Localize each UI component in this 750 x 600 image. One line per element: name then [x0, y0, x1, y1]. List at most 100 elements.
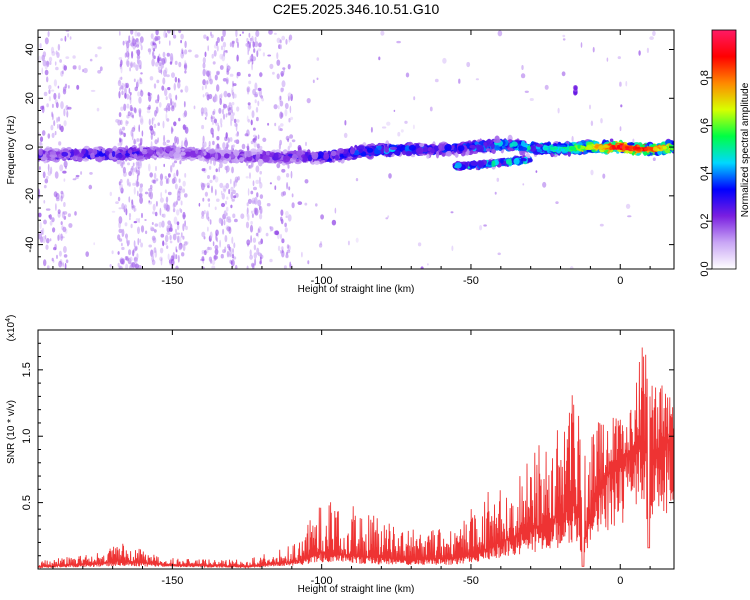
scatter-blob	[126, 103, 130, 109]
scatter-blob	[287, 245, 291, 251]
scatter-blob	[178, 61, 182, 68]
scatter-blob	[137, 226, 140, 235]
band-blob	[77, 155, 83, 163]
scatter-blob	[129, 217, 131, 221]
secondary-blob	[491, 160, 496, 168]
scatter-blob	[206, 94, 210, 101]
scatter-blob	[55, 102, 59, 109]
scatter-blob	[128, 240, 130, 245]
scatter-blob	[115, 201, 119, 205]
scatter-blob	[285, 210, 289, 217]
scatter-blob	[400, 129, 404, 133]
scatter-blob	[51, 132, 55, 138]
scatter-blob	[118, 181, 121, 186]
scatter-blob	[257, 199, 262, 207]
scatter-blob	[137, 173, 140, 177]
scatter-blob	[162, 240, 165, 247]
scatter-blob	[63, 246, 67, 253]
scatter-blob	[237, 176, 240, 181]
band-blob	[394, 149, 400, 155]
scatter-blob	[44, 235, 47, 240]
scatter-blob	[497, 252, 501, 256]
scatter-blob	[451, 245, 454, 252]
scatter-blob	[234, 122, 238, 127]
scatter-blob	[152, 179, 157, 184]
scatter-blob	[117, 196, 121, 202]
scatter-blob	[182, 124, 186, 130]
scatter-blob	[304, 179, 309, 184]
scatter-blob	[279, 44, 282, 50]
scatter-blob	[42, 60, 47, 67]
scatter-blob	[224, 166, 228, 171]
band-blob	[127, 149, 133, 154]
scatter-blob	[184, 70, 187, 74]
band-blob	[476, 144, 485, 153]
scatter-blob	[53, 79, 58, 87]
scatter-blob	[53, 247, 57, 251]
scatter-blob	[89, 172, 93, 175]
scatter-blob	[137, 160, 142, 167]
scatter-blob	[280, 123, 284, 127]
scatter-blob	[121, 246, 125, 251]
colorbar-tick-label: 0.2	[699, 214, 711, 229]
scatter-blob	[219, 53, 224, 60]
scatter-blob	[132, 114, 134, 119]
scatter-blob	[281, 246, 284, 251]
scatter-blob	[155, 200, 158, 207]
band-blob	[239, 157, 245, 162]
scatter-blob	[82, 69, 84, 73]
scatter-blob	[132, 171, 135, 176]
scatter-blob	[180, 200, 183, 206]
scatter-blob	[164, 234, 169, 243]
scatter-blob	[216, 45, 219, 52]
scatter-blob	[128, 39, 131, 43]
scatter-blob	[225, 206, 229, 212]
band-core-blob	[616, 145, 621, 149]
scatter-blob	[80, 171, 83, 175]
scatter-blob	[347, 240, 350, 246]
scatter-blob	[48, 84, 52, 90]
scatter-blob	[183, 101, 186, 108]
band-blob	[521, 140, 526, 147]
scatter-blob	[140, 242, 144, 248]
scatter-blob	[344, 120, 347, 126]
band-blob	[627, 142, 635, 146]
scatter-blob	[157, 122, 160, 126]
band-blob	[200, 152, 205, 156]
scatter-blob	[139, 186, 143, 193]
scatter-blob	[51, 217, 55, 223]
scatter-blob	[259, 182, 263, 189]
scatter-blob	[283, 265, 287, 269]
band-blob	[307, 154, 313, 162]
scatter-blob	[219, 239, 222, 248]
scatter-blob	[138, 96, 142, 104]
band-blob	[358, 148, 363, 154]
scatter-blob	[450, 211, 454, 214]
scatter-blob	[133, 186, 136, 195]
scatter-blob	[176, 199, 181, 202]
scatter-blob	[225, 132, 228, 139]
scatter-blob	[557, 107, 560, 114]
scatter-blob	[226, 79, 229, 85]
scatter-blob	[355, 237, 359, 243]
band-blob	[291, 154, 298, 160]
scatter-blob	[207, 198, 211, 202]
scatter-blob	[228, 102, 232, 107]
scatter-blob	[219, 65, 224, 70]
band-blob	[38, 149, 43, 156]
scatter-blob	[212, 175, 215, 181]
spectrogram-y-label: Frequency (Hz)	[6, 116, 17, 185]
scatter-blob	[126, 40, 130, 49]
band-blob	[357, 145, 365, 151]
scatter-blob	[164, 189, 167, 194]
scatter-blob	[248, 73, 251, 78]
scatter-blob	[280, 209, 284, 216]
scatter-blob	[133, 107, 137, 113]
scatter-blob	[214, 244, 219, 250]
scatter-blob	[247, 188, 250, 196]
scatter-blob	[174, 76, 178, 83]
band-blob	[435, 151, 440, 159]
scatter-blob	[247, 118, 250, 123]
snr-panel: -150 -100 -50 0 0.51.01.5 Height of straigh…	[5, 315, 675, 595]
scatter-blob	[235, 133, 239, 137]
